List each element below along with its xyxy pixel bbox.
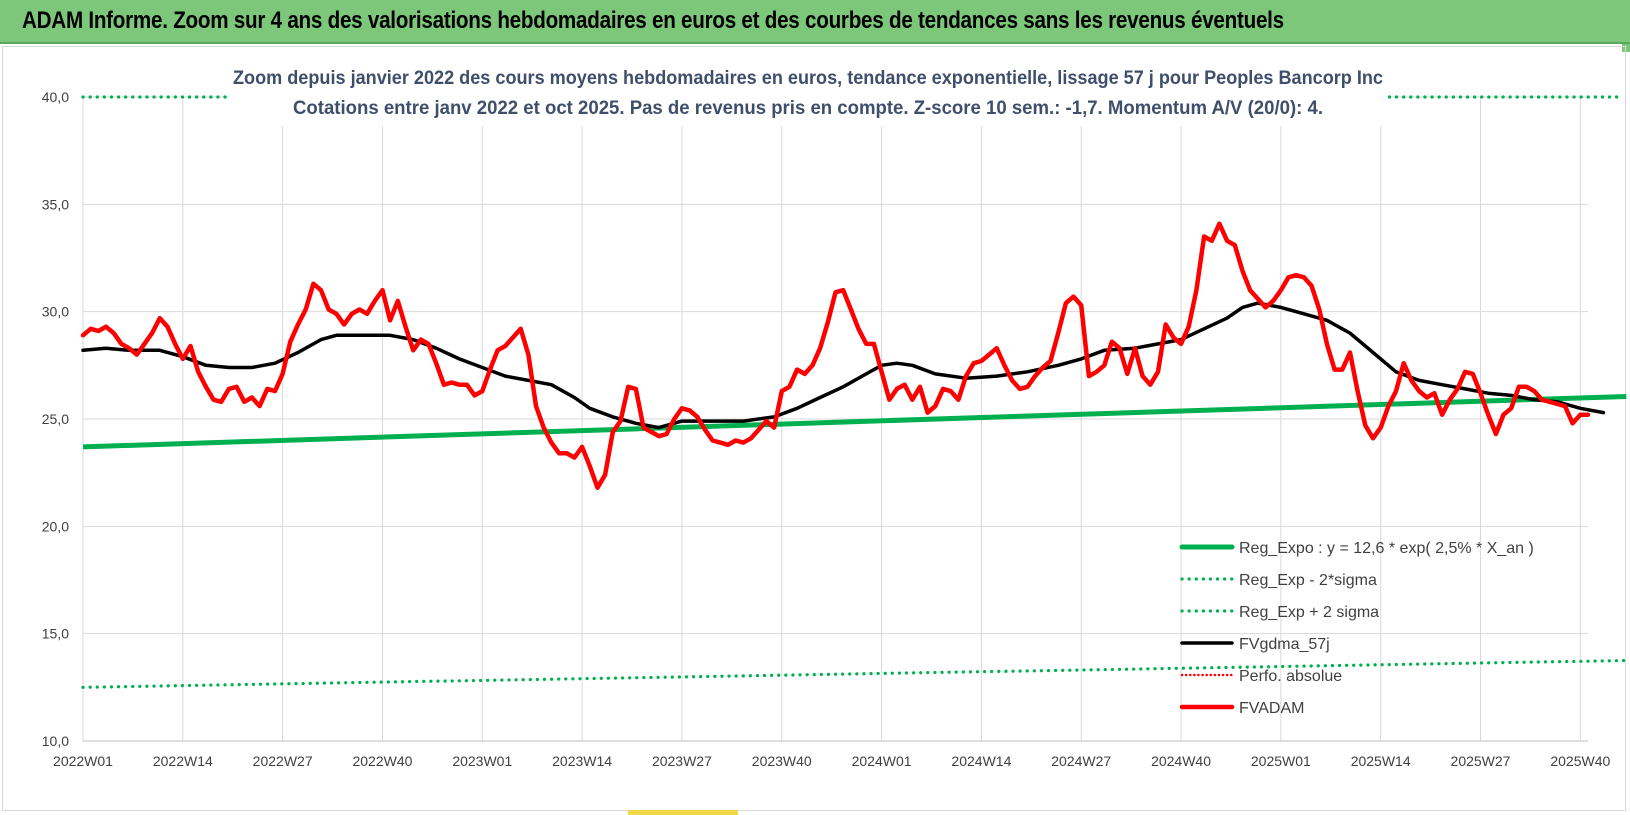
x-tick-label: 2022W27 [253, 753, 313, 769]
sheet-tab-indicator [628, 810, 738, 815]
legend-label: Reg_Exp + 2 sigma [1239, 604, 1379, 621]
chart-title-line1: Zoom depuis janvier 2022 des cours moyen… [233, 68, 1383, 89]
legend-label: FVADAM [1239, 700, 1304, 717]
x-tick-label: 2024W01 [852, 753, 912, 769]
legend-label: Reg_Exp - 2*sigma [1239, 572, 1377, 589]
y-tick-label: 30,0 [42, 304, 69, 320]
y-tick-label: 15,0 [42, 626, 69, 642]
x-tick-label: 2024W14 [951, 753, 1011, 769]
x-tick-label: 2025W14 [1351, 753, 1411, 769]
y-tick-label: 10,0 [42, 733, 69, 749]
y-tick-label: 25,0 [42, 411, 69, 427]
x-tick-label: 2022W01 [53, 753, 113, 769]
series-fvgdma-57j [81, 301, 1606, 430]
y-tick-label: 40,0 [42, 89, 69, 105]
series-reg-exp-minus-2sigma [81, 658, 1628, 689]
x-tick-label: 2022W40 [352, 753, 412, 769]
x-tick-label: 2023W27 [652, 753, 712, 769]
x-tick-label: 2022W14 [153, 753, 213, 769]
series-reg-expo [82, 393, 1627, 450]
legend-label: Reg_Expo : y = 12,6 * exp( 2,5% * X_an ) [1239, 540, 1534, 557]
header-bar: ADAM Informe. Zoom sur 4 ans des valoris… [0, 0, 1630, 44]
x-tick-label: 2024W40 [1151, 753, 1211, 769]
legend-label: Perfo. absolue [1239, 668, 1342, 685]
y-tick-label: 35,0 [42, 196, 69, 212]
series-fvadam [80, 221, 1591, 490]
chart-title-line2: Cotations entre janv 2022 et oct 2025. P… [293, 98, 1323, 119]
x-tick-label: 2023W01 [452, 753, 512, 769]
chart-frame [2, 46, 1626, 811]
x-tick-label: 2025W27 [1451, 753, 1511, 769]
page-title: ADAM Informe. Zoom sur 4 ans des valoris… [22, 7, 1284, 34]
x-tick-label: 2025W40 [1550, 753, 1610, 769]
y-tick-label: 20,0 [42, 518, 69, 534]
corner-mark [1622, 44, 1630, 52]
x-tick-label: 2024W27 [1051, 753, 1111, 769]
x-tick-label: 2023W14 [552, 753, 612, 769]
x-tick-label: 2025W01 [1251, 753, 1311, 769]
chart-title-background [228, 60, 1388, 126]
x-tick-label: 2023W40 [752, 753, 812, 769]
legend-label: FVgdma_57j [1239, 636, 1330, 653]
